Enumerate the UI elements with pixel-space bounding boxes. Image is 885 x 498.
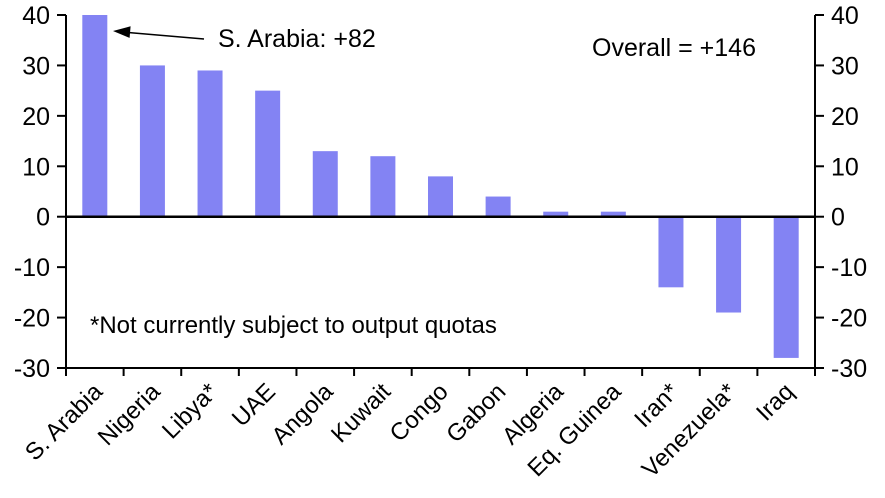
y-tick-label-right-20: 20	[831, 103, 859, 131]
bar-angola	[312, 151, 338, 217]
y-tick-label-left--20: -20	[14, 305, 50, 333]
y-tick-label-right--20: -20	[831, 305, 867, 333]
bar-uae	[255, 90, 281, 217]
bar-iran	[658, 216, 684, 288]
bar-algeria	[543, 211, 569, 217]
y-tick-label-left-0: 0	[36, 204, 50, 232]
category-label-nigeria: Nigeria	[93, 378, 166, 451]
bar-libya	[197, 70, 223, 217]
category-label-iraq: Iraq	[751, 378, 799, 426]
category-label-libya: Libya*	[157, 378, 223, 444]
category-label-s-arabia: S. Arabia	[20, 378, 108, 466]
y-tick-label-right-0: 0	[831, 204, 845, 232]
bar-venezuela	[716, 216, 742, 313]
y-tick-label-right--30: -30	[831, 355, 867, 383]
callout-arrow-line	[127, 31, 205, 40]
category-label-congo: Congo	[385, 378, 454, 447]
bar-nigeria	[139, 65, 165, 217]
overall-label: Overall = +146	[592, 34, 756, 62]
y-tick-label-left-10: 10	[22, 153, 50, 181]
y-tick-label-left-30: 30	[22, 52, 50, 80]
y-tick-label-right-10: 10	[831, 153, 859, 181]
y-tick-label-right-30: 30	[831, 52, 859, 80]
callout-arrow-head	[113, 26, 131, 38]
category-label-kuwait: Kuwait	[326, 378, 396, 448]
y-tick-label-left--10: -10	[14, 254, 50, 282]
bar-iraq	[773, 216, 799, 358]
bar-gabon	[485, 196, 511, 217]
bar-kuwait	[370, 156, 396, 217]
callout-text: S. Arabia: +82	[218, 25, 376, 53]
bar-eq-guinea	[600, 211, 626, 217]
y-tick-label-left-20: 20	[22, 103, 50, 131]
y-tick-label-left--30: -30	[14, 355, 50, 383]
y-tick-label-left-40: 40	[22, 2, 50, 30]
footnote: *Not currently subject to output quotas	[90, 312, 497, 339]
category-label-gabon: Gabon	[441, 378, 511, 448]
category-label-angola: Angola	[267, 378, 339, 450]
bar-s-arabia	[82, 15, 108, 217]
bar-congo	[428, 176, 453, 217]
y-tick-label-right-40: 40	[831, 2, 859, 30]
y-tick-label-right--10: -10	[831, 254, 867, 282]
